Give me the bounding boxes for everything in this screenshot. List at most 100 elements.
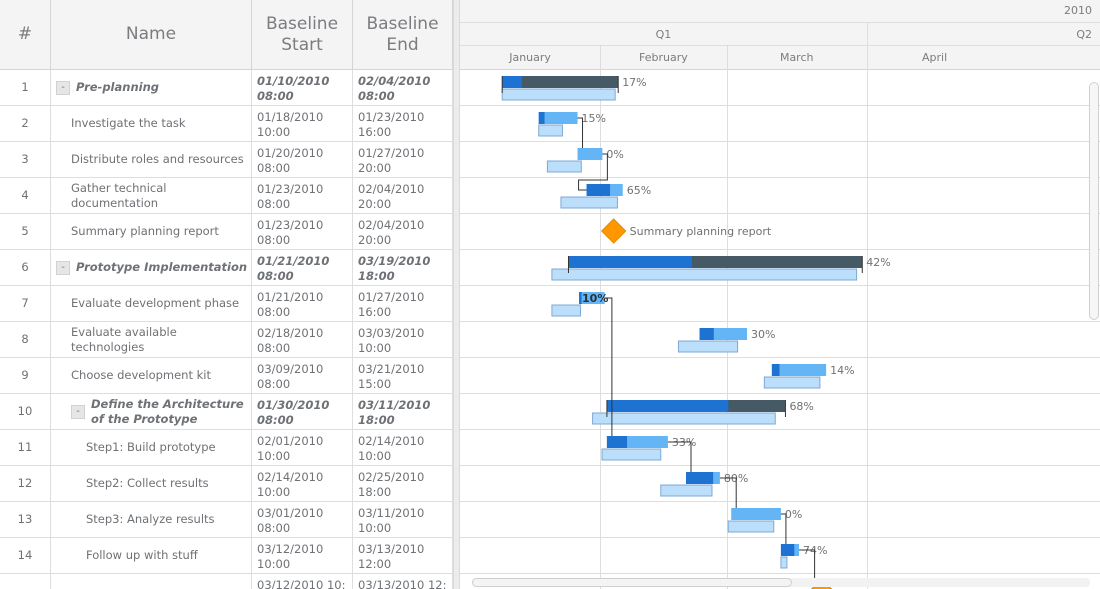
progress-fill (579, 292, 582, 304)
task-name-cell: Evaluate development phase (51, 286, 252, 321)
baseline-bar (551, 304, 582, 317)
baseline-end-cell: 02/04/2010 20:00 (353, 178, 453, 213)
baseline-bar (501, 88, 616, 101)
milestone-marker[interactable] (600, 218, 627, 244)
row-number: 13 (0, 502, 51, 537)
baseline-end-cell: 03/19/2010 18:00 (353, 250, 453, 285)
quarter-label: Q2 (1076, 28, 1092, 41)
task-name-cell: Step3: Analyze results (51, 502, 252, 537)
milestone-label: Summary planning report (630, 225, 772, 238)
task-name: Step3: Analyze results (86, 512, 215, 526)
task-bar[interactable] (731, 508, 781, 520)
timeline-row (460, 286, 1100, 322)
task-bar[interactable] (538, 112, 578, 124)
table-row[interactable]: 4 Gather technical documentation 01/23/201… (0, 178, 453, 214)
column-header-baseline-start[interactable]: Baseline Start (252, 0, 353, 70)
progress-label: 10% (582, 292, 608, 305)
timeline-header-year: 2010 (460, 0, 1100, 23)
progress-label: 30% (751, 328, 775, 341)
table-row[interactable]: 13 Step3: Analyze results 03/01/2010 08:00… (0, 502, 453, 538)
row-number (0, 574, 51, 589)
baseline-bar (763, 376, 821, 389)
task-name-cell: - Pre-planning (51, 70, 252, 105)
baseline-start-cell: 03/12/2010 10: (252, 574, 353, 589)
baseline-start-cell: 01/10/2010 08:00 (252, 70, 353, 105)
dependency-connector (667, 441, 692, 472)
month-gridline (866, 46, 868, 589)
baseline-end-cell: 03/11/2010 18:00 (353, 394, 453, 429)
timeline-row (460, 250, 1100, 286)
task-name-cell: Step1: Build prototype (51, 430, 252, 465)
progress-fill (780, 544, 795, 556)
task-name: Evaluate development phase (71, 296, 240, 310)
progress-label: 14% (830, 364, 854, 377)
table-row[interactable]: 11 Step1: Build prototype 02/01/2010 10:00… (0, 430, 453, 466)
row-number: 11 (0, 430, 51, 465)
baseline-bar (551, 268, 858, 281)
task-name-cell (51, 574, 252, 589)
task-name-cell: Distribute roles and resources (51, 142, 252, 177)
row-number: 8 (0, 322, 51, 357)
task-name-cell: Choose development kit (51, 358, 252, 393)
baseline-start-cell: 03/01/2010 08:00 (252, 502, 353, 537)
task-name: Summary planning report (71, 224, 219, 238)
table-row[interactable]: 6- Prototype Implementation 01/21/2010 08:… (0, 250, 453, 286)
table-row[interactable]: 14 Follow up with stuff 03/12/2010 10:00 03… (0, 538, 453, 574)
baseline-end-cell: 01/23/2010 16:00 (353, 106, 453, 141)
quarter-label: Q1 (655, 28, 672, 41)
baseline-start-cell: 02/01/2010 10:00 (252, 430, 353, 465)
task-name-cell: - Define the Architecture of the Prototyp… (51, 394, 252, 429)
table-row[interactable]: 3 Distribute roles and resources 01/20/201… (0, 142, 453, 178)
table-row[interactable]: 7 Evaluate development phase 01/21/2010 08… (0, 286, 453, 322)
table-row[interactable]: 10- Define the Architecture of the Protot… (0, 394, 453, 430)
month-label: March (779, 51, 814, 64)
collapse-toggle[interactable]: - (71, 404, 85, 419)
table-row[interactable]: 12 Step2: Collect results 02/14/2010 10:00… (0, 466, 453, 502)
dependency-connector (780, 513, 787, 544)
row-number: 2 (0, 106, 51, 141)
grid-timeline-splitter[interactable] (453, 0, 460, 589)
baseline-bar (560, 196, 618, 209)
baseline-bar (677, 340, 739, 353)
task-bar[interactable] (579, 292, 605, 304)
baseline-bar (546, 160, 582, 173)
column-header-baseline-end[interactable]: Baseline End (353, 0, 453, 70)
row-number: 12 (0, 466, 51, 501)
task-bar[interactable] (771, 364, 827, 376)
table-row[interactable]: 8 Evaluate available technologies 02/18/20… (0, 322, 453, 358)
task-name-cell: Evaluate available technologies (51, 322, 252, 357)
task-name: Choose development kit (71, 368, 211, 382)
timeline-row (460, 70, 1100, 106)
task-name: Define the Architecture of the Prototype (91, 396, 244, 426)
horizontal-scrollbar[interactable] (472, 578, 792, 587)
row-number: 10 (0, 394, 51, 429)
year-label: 2010 (1064, 4, 1092, 17)
timeline-row (460, 502, 1100, 538)
task-bar[interactable] (577, 148, 603, 160)
column-header-name[interactable]: Name (51, 0, 252, 70)
progress-fill (771, 364, 780, 376)
collapse-toggle[interactable]: - (56, 260, 70, 275)
timeline-row (460, 466, 1100, 502)
task-name-cell: Follow up with stuff (51, 538, 252, 573)
table-row[interactable]: 2 Investigate the task 01/18/2010 10:00 01/… (0, 106, 453, 142)
table-row[interactable]: 9 Choose development kit 03/09/2010 08:00 0… (0, 358, 453, 394)
month-gridline (600, 46, 602, 589)
baseline-end-cell: 03/13/2010 12: (353, 574, 453, 589)
baseline-bar (660, 484, 713, 497)
baseline-start-cell: 01/23/2010 08:00 (252, 178, 353, 213)
task-name-cell: - Prototype Implementation (51, 250, 252, 285)
table-row[interactable]: 03/12/2010 10: 03/13/2010 12: (0, 574, 453, 589)
progress-label: 0% (785, 508, 802, 521)
vertical-scrollbar[interactable] (1089, 82, 1099, 320)
group-bar[interactable] (502, 76, 619, 88)
progress-label: 0% (606, 148, 623, 161)
table-row[interactable]: 5 Summary planning report 01/23/2010 08:00… (0, 214, 453, 250)
column-header-number[interactable]: # (0, 0, 51, 70)
timeline-row (460, 358, 1100, 394)
collapse-toggle[interactable]: - (56, 80, 70, 95)
task-name: Evaluate available technologies (71, 324, 177, 354)
gantt-chart: 17% 15% 0% 65% Summary planning report 42% 10%… (501, 76, 891, 589)
column-header-name-label: Name (125, 24, 177, 44)
table-row[interactable]: 1- Pre-planning 01/10/2010 08:00 02/04/2010… (0, 70, 453, 106)
